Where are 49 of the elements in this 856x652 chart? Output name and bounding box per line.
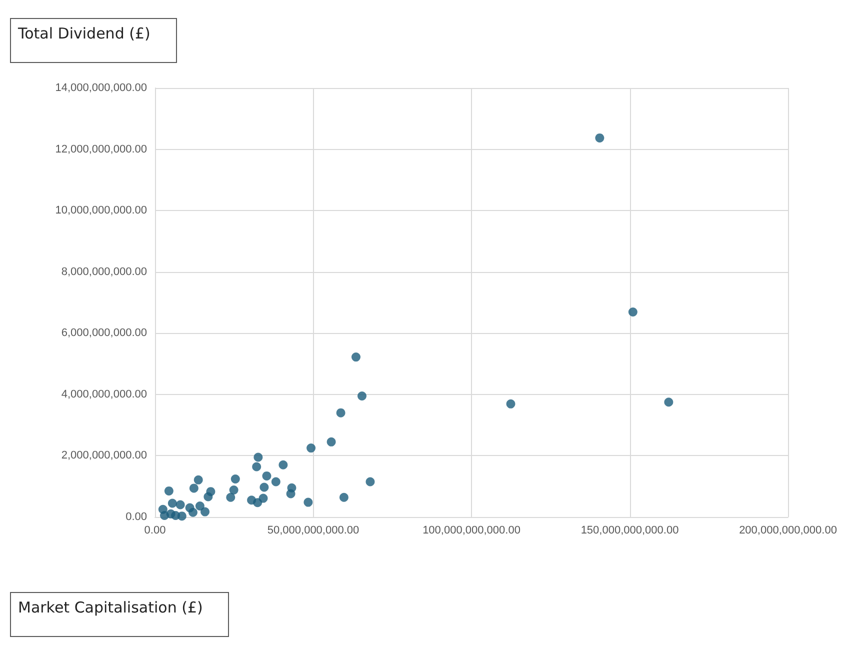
- point: [326, 437, 336, 446]
- x-tick-label: 200,000,000,000.00: [739, 524, 837, 536]
- point: [168, 498, 177, 508]
- x-tick-label: 100,000,000,000.00: [422, 524, 520, 536]
- point: [158, 504, 168, 514]
- y-tick-label: 2,000,000,000.00: [61, 450, 147, 462]
- point: [188, 508, 198, 517]
- point: [176, 500, 185, 510]
- point: [200, 507, 210, 516]
- point: [260, 482, 269, 492]
- point: [271, 477, 280, 486]
- point: [254, 452, 263, 462]
- x-axis-title: Market Capitalisation (£): [18, 598, 203, 616]
- point: [164, 486, 174, 496]
- point: [366, 477, 375, 486]
- point: [628, 308, 638, 316]
- point: [339, 492, 348, 502]
- y-tick-label: 0.00: [126, 511, 147, 523]
- point: [177, 512, 186, 521]
- point: [229, 486, 238, 495]
- x-tick-label: 150,000,000,000.00: [580, 524, 679, 536]
- point: [262, 471, 272, 480]
- point: [595, 133, 604, 142]
- point: [286, 489, 296, 498]
- y-tick-label: 8,000,000,000.00: [61, 266, 147, 278]
- point: [506, 399, 516, 408]
- y-tick-label: 10,000,000,000.00: [55, 204, 147, 217]
- point: [358, 391, 366, 400]
- point: [226, 492, 236, 502]
- point: [252, 462, 262, 472]
- point: [304, 498, 313, 507]
- point: [230, 474, 240, 484]
- y-tick-label: 12,000,000,000.00: [55, 143, 147, 156]
- y-tick-label: 6,000,000,000.00: [61, 327, 147, 340]
- x-tick-label: 50,000,000,000.00: [267, 524, 360, 536]
- y-tick-label: 4,000,000,000.00: [61, 388, 147, 400]
- x-tick-label: 0.00: [144, 524, 166, 536]
- point: [189, 484, 198, 493]
- point: [306, 444, 316, 453]
- point: [351, 352, 360, 362]
- point: [278, 460, 288, 470]
- y-tick-label: 14,000,000,000.00: [55, 82, 147, 94]
- point: [194, 475, 203, 484]
- point: [664, 398, 674, 407]
- point: [336, 408, 346, 418]
- point: [247, 496, 256, 505]
- point: [204, 492, 213, 502]
- y-axis-title: Total Dividend (£): [17, 24, 150, 42]
- point: [195, 501, 204, 510]
